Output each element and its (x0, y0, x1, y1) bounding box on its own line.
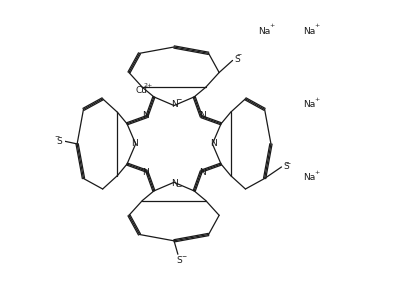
Text: N: N (199, 168, 206, 176)
Text: S: S (176, 256, 182, 265)
Text: 2+: 2+ (143, 83, 153, 88)
Text: S: S (234, 54, 240, 64)
Text: Na: Na (304, 27, 316, 36)
Text: +: + (269, 23, 275, 28)
Text: −: − (237, 52, 242, 57)
Text: −: − (176, 182, 182, 191)
Text: N: N (171, 100, 178, 109)
Text: Cu: Cu (135, 86, 147, 95)
Text: Na: Na (304, 173, 316, 182)
Text: N: N (131, 139, 138, 148)
Text: −: − (285, 160, 290, 165)
Text: N: N (171, 179, 178, 188)
Text: −: − (55, 133, 60, 139)
Text: −: − (181, 253, 187, 258)
Text: N: N (199, 111, 206, 120)
Text: +: + (315, 170, 320, 175)
Text: N: N (142, 111, 150, 120)
Text: +: + (315, 23, 320, 28)
Text: N: N (211, 139, 217, 148)
Text: Na: Na (258, 27, 271, 36)
Text: N: N (142, 168, 150, 176)
Text: S: S (283, 162, 289, 172)
Text: +: + (315, 97, 320, 102)
Text: S: S (57, 137, 62, 146)
Text: Na: Na (304, 100, 316, 109)
Text: −: − (176, 95, 182, 104)
